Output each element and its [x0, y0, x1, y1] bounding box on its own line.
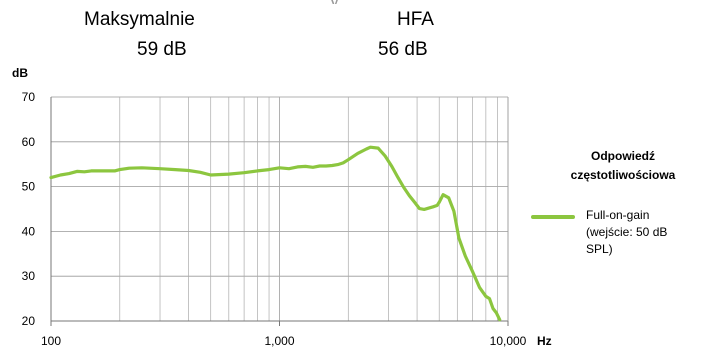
y-axis-label: dB — [12, 66, 28, 80]
legend-line-swatch — [531, 215, 575, 219]
x-tick-label: 100 — [41, 334, 61, 348]
chart-axes — [50, 97, 509, 326]
max-gain-value: 59 dB — [137, 39, 187, 60]
legend-title: Odpowiedź częstotliwościowa — [570, 149, 676, 182]
legend-entry-label: Full-on-gain (wejście: 50 dB SPL) — [586, 208, 668, 256]
x-tick-label: 10,000 — [490, 334, 527, 348]
x-axis-label: Hz — [537, 334, 552, 348]
chart-labels: dB Hz 20 30 40 50 60 70 100 1,000 10,000 — [12, 66, 552, 348]
max-gain-label: Maksymalnie — [84, 9, 195, 30]
chart-grid — [50, 96, 509, 322]
y-tick-label: 30 — [22, 269, 36, 283]
chart-series — [49, 145, 502, 322]
y-tick-label: 70 — [22, 90, 36, 104]
y-tick-label: 60 — [22, 135, 36, 149]
y-tick-label: 40 — [22, 224, 36, 238]
y-tick-label: 50 — [22, 180, 36, 194]
y-tick-label: 20 — [22, 314, 36, 328]
hfa-value: 56 dB — [378, 39, 428, 60]
hfa-label: HFA — [397, 9, 434, 30]
series-line-full-on-gain — [49, 145, 502, 322]
title-fragment: y — [330, 0, 356, 4]
x-tick-label: 1,000 — [264, 334, 294, 348]
